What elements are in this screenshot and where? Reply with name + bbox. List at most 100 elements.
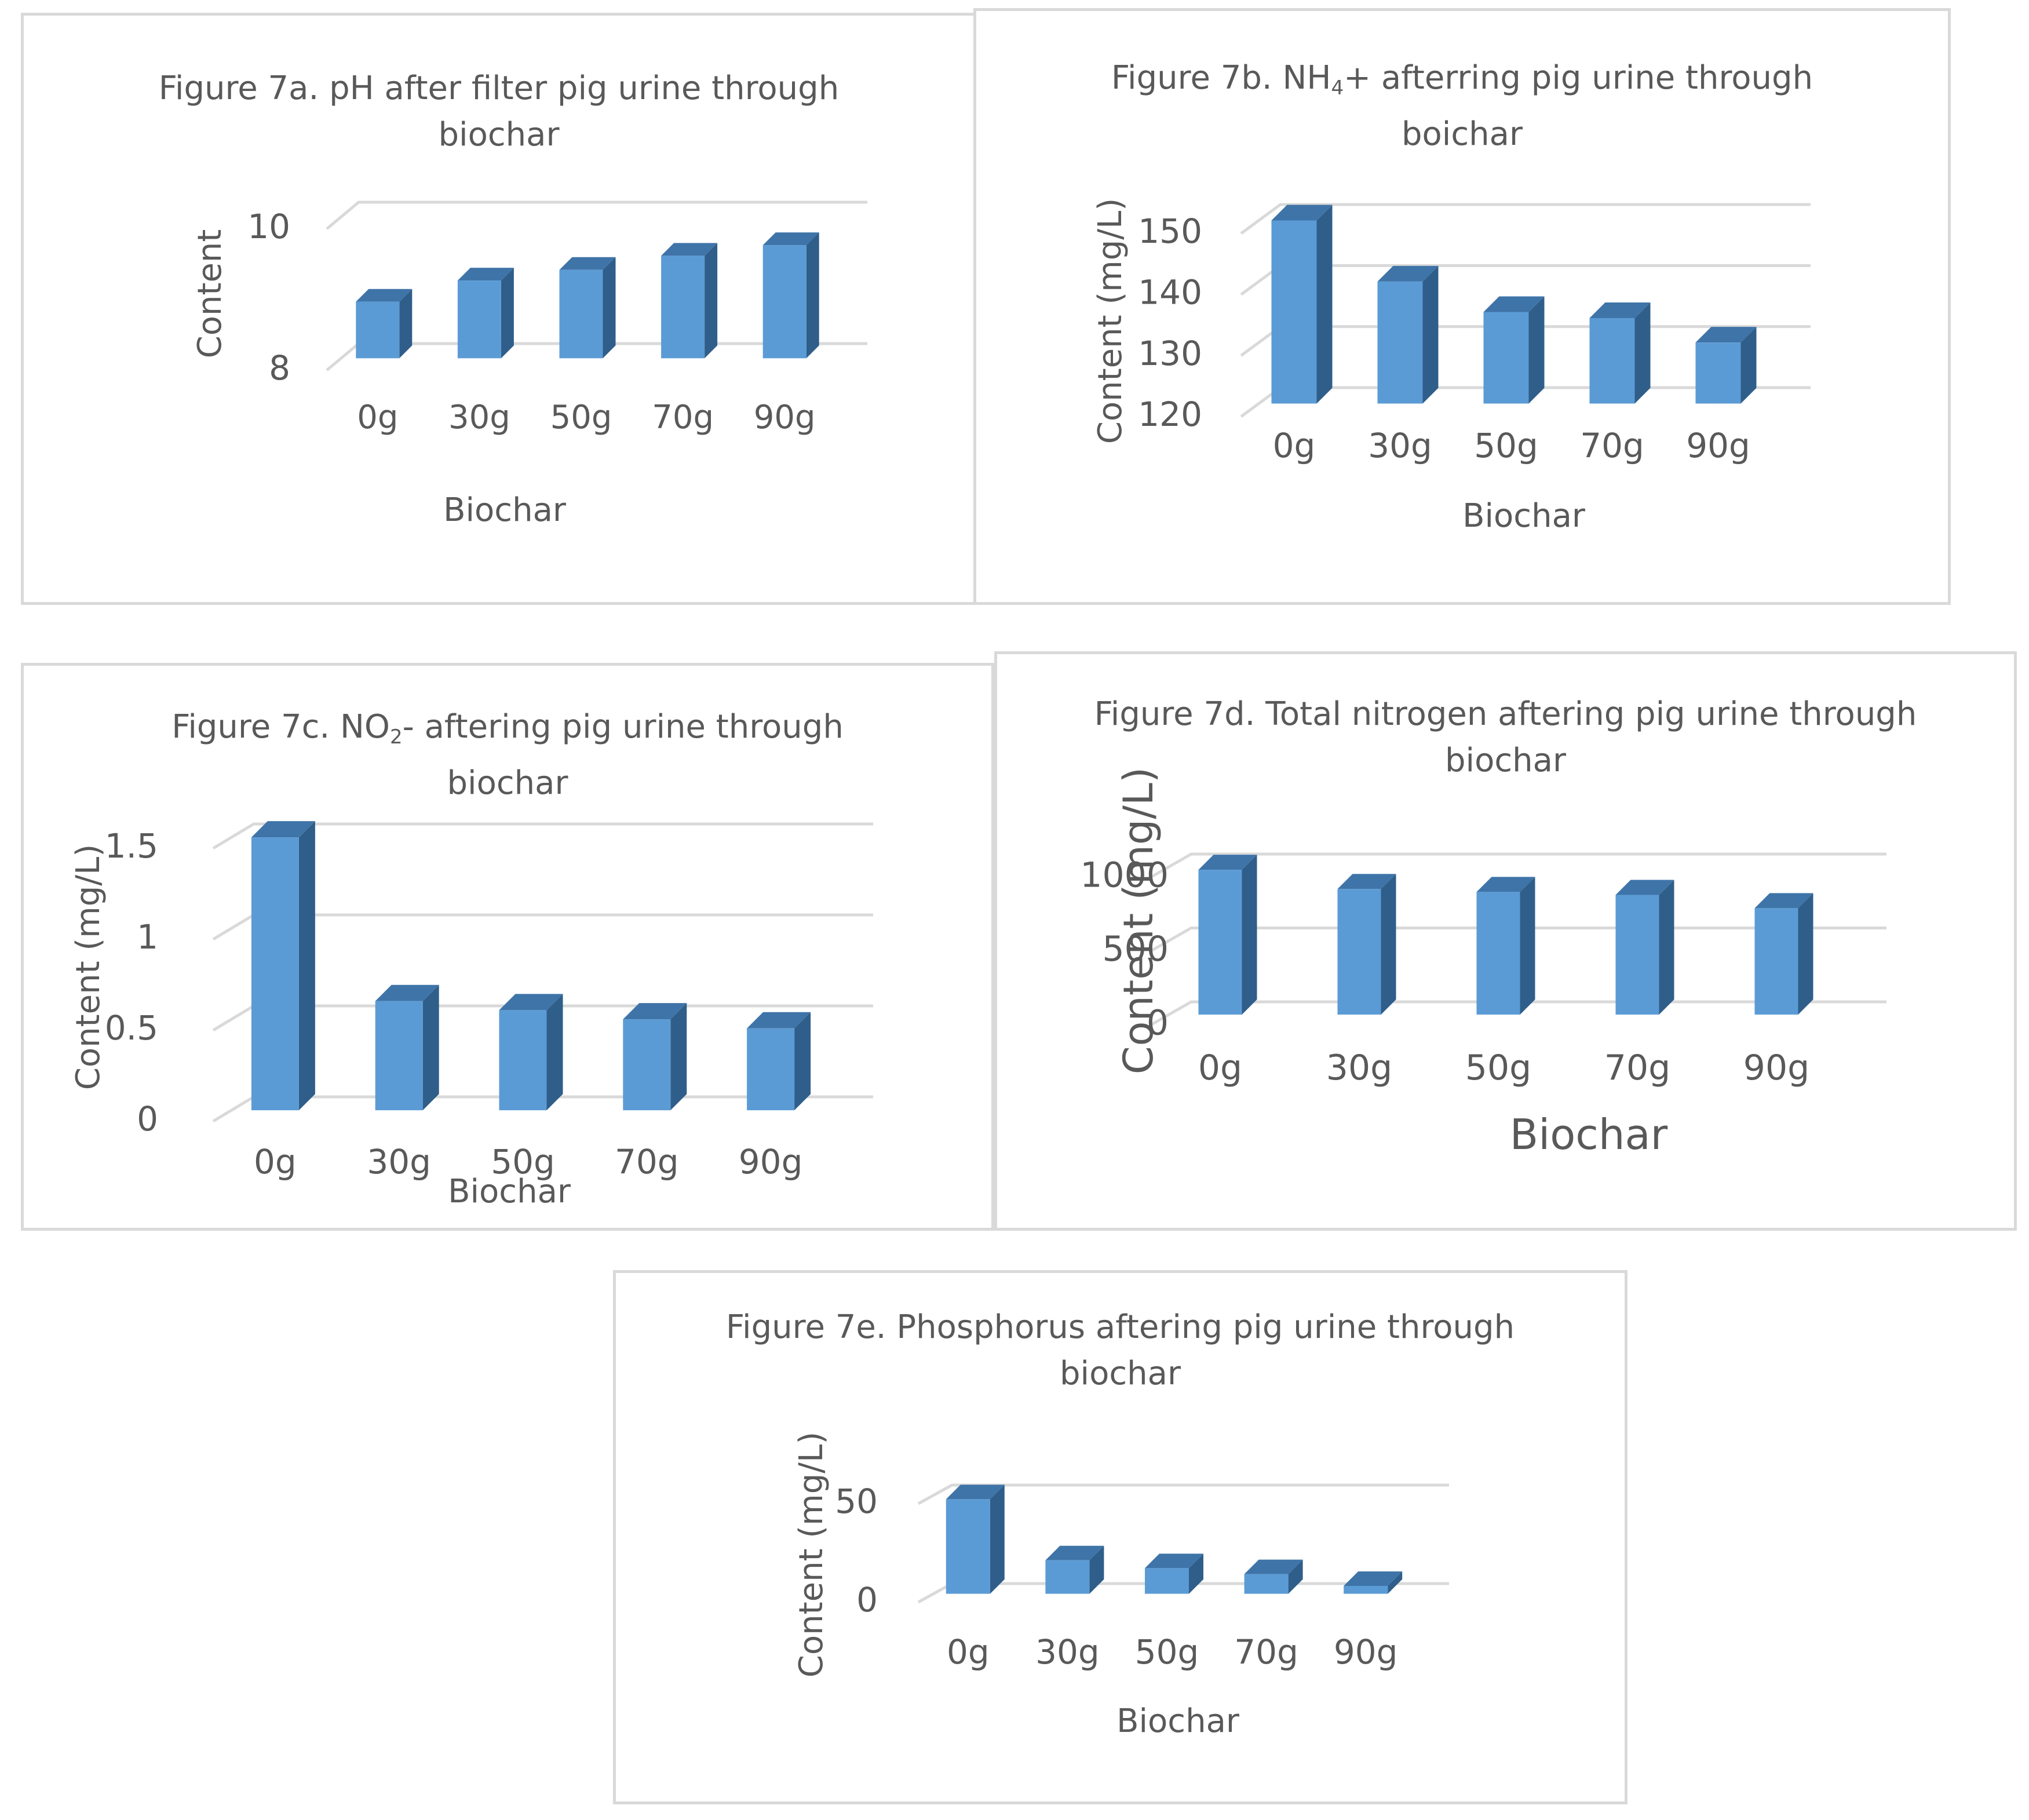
y-tick-label: 140 — [1138, 272, 1202, 312]
bar-front — [1615, 895, 1659, 1015]
y-axis-title: Content (mg/L) — [793, 1432, 830, 1677]
bar-70g — [1244, 1559, 1303, 1594]
chart-panel-7d: Figure 7d. Total nitrogen aftering pig u… — [994, 651, 2017, 1231]
bar-front — [251, 837, 299, 1111]
gridline — [326, 200, 867, 230]
bar-front — [499, 1010, 547, 1111]
x-tick-label: 90g — [739, 1142, 803, 1181]
chart-title: Figure 7e. Phosphorus aftering pig urine… — [725, 1308, 1515, 1392]
bar-side — [603, 257, 616, 359]
bar-90g — [762, 232, 819, 359]
bar-top — [1615, 880, 1674, 895]
chart-plot: 0 50 0g 30g 50g 70g 90g Biochar Content (mg/L) — [793, 1432, 1449, 1740]
bar-top — [623, 1003, 687, 1020]
bar-top — [1271, 205, 1333, 221]
bar-side — [1288, 1559, 1303, 1594]
chart-plot: 0 0.5 1 1.5 0g 30g 50g 70g 90g Biochar Content (mg… — [70, 821, 873, 1210]
bar-front — [1476, 892, 1520, 1015]
bar-0g — [1198, 855, 1257, 1015]
chart-panel-7b: Figure 7b. NH4+ afterring pig urine thro… — [973, 8, 1951, 605]
x-tick-label: 30g — [1368, 426, 1432, 465]
bar-side — [806, 232, 819, 359]
bar-top — [1377, 265, 1439, 282]
bar-front — [356, 301, 400, 359]
bar-50g — [559, 257, 616, 359]
bar-top — [1145, 1553, 1203, 1569]
y-tick-label: 120 — [1138, 395, 1202, 434]
y-tick-label: 0 — [137, 1099, 158, 1139]
x-axis-title: Biochar — [1462, 497, 1586, 535]
bar-90g — [1695, 327, 1757, 404]
x-axis-title: Biochar — [448, 1173, 571, 1210]
bar-front — [1337, 889, 1381, 1015]
bar-70g — [661, 243, 718, 359]
bar-side — [1634, 302, 1651, 404]
x-tick-label: 30g — [367, 1142, 431, 1181]
bar-top — [251, 821, 315, 838]
bar-side — [1242, 855, 1257, 1015]
chart-plot: 0 500 1000 0g 30g 50g 70g 90g Biochar Content (mg… — [1080, 767, 1886, 1159]
bar-side — [990, 1485, 1005, 1594]
bar-side — [1659, 880, 1674, 1015]
bar-front — [661, 256, 705, 359]
x-tick-label: 90g — [1334, 1632, 1398, 1672]
bar-90g — [1754, 893, 1813, 1015]
x-tick-label: 70g — [615, 1142, 679, 1181]
gridline — [1240, 203, 1811, 235]
bar-top — [1244, 1559, 1303, 1574]
bar-front — [1589, 318, 1635, 404]
y-axis-title: Content (mg/L) — [70, 844, 107, 1090]
bar-side — [399, 289, 413, 359]
x-tick-label: 0g — [947, 1632, 990, 1672]
bar-side — [298, 821, 315, 1111]
x-tick-label: 90g — [1686, 426, 1750, 465]
bar-front — [1695, 342, 1741, 404]
bar-front — [1483, 312, 1529, 404]
y-tick-label: 10 — [247, 207, 290, 246]
chart-panel-7c: Figure 7c. NO2- aftering pig urine throu… — [21, 663, 994, 1231]
chart-title: Figure 7a. pH after filter pig urine thr… — [158, 70, 840, 154]
bar-front — [946, 1499, 990, 1594]
y-tick-label: 0.5 — [105, 1008, 158, 1048]
bar-top — [1476, 877, 1535, 892]
x-tick-label: 0g — [254, 1142, 297, 1181]
bar-top — [661, 243, 718, 256]
bar-30g — [1045, 1545, 1104, 1594]
bar-top — [1754, 893, 1813, 909]
bar-0g — [356, 289, 413, 359]
bar-front — [1244, 1574, 1289, 1594]
bar-side — [546, 994, 563, 1111]
bar-top — [375, 984, 439, 1001]
bar-top — [946, 1485, 1005, 1500]
bar-side — [1089, 1545, 1104, 1594]
bar-side — [1528, 296, 1545, 404]
x-tick-label: 50g — [491, 1142, 555, 1181]
chart-title: Figure 7b. NH4+ afterring pig urine thro… — [1111, 59, 1813, 153]
x-tick-label: 30g — [448, 399, 510, 436]
y-tick-label: 1.5 — [105, 826, 158, 866]
y-tick-label: 130 — [1138, 334, 1202, 373]
bar-side — [1316, 205, 1333, 404]
bar-front — [1344, 1586, 1388, 1594]
bar-top — [1695, 327, 1757, 343]
y-axis-title: Content (mg/L) — [1115, 767, 1162, 1074]
bar-top — [499, 994, 563, 1011]
y-axis-title: Content — [191, 229, 229, 359]
y-axis-title: Content (mg/L) — [1092, 198, 1129, 444]
bar-70g — [1615, 880, 1674, 1015]
gridline — [917, 1483, 1449, 1505]
x-tick-label: 30g — [1035, 1632, 1100, 1672]
bar-0g — [251, 821, 315, 1111]
bar-front — [747, 1028, 795, 1111]
bar-front — [1271, 220, 1317, 404]
bar-side — [1381, 874, 1396, 1015]
x-tick-label: 90g — [754, 399, 816, 436]
bar-top — [1045, 1545, 1104, 1560]
bar-top — [1589, 302, 1651, 319]
bar-50g — [1145, 1553, 1203, 1594]
y-tick-label: 50 — [835, 1482, 878, 1521]
bar-side — [1798, 893, 1813, 1015]
bar-side — [1740, 327, 1757, 404]
chart-panel-7a: Figure 7a. pH after filter pig urine thr… — [21, 13, 977, 605]
bar-side — [794, 1012, 811, 1111]
